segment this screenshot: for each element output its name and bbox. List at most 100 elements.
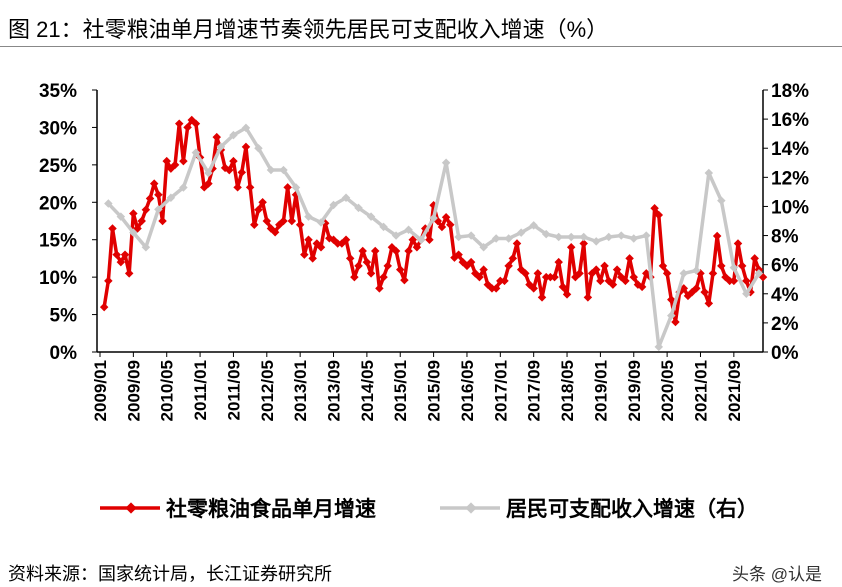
series-1-point: [362, 257, 372, 267]
series-1-point: [295, 220, 305, 229]
series-1-point: [550, 272, 559, 282]
right-tick-label: 10%: [771, 197, 809, 218]
series-1-point: [562, 290, 572, 299]
series-1-point: [704, 299, 714, 308]
series-1-point: [466, 257, 476, 267]
series-2-point: [104, 199, 113, 208]
series-1-point: [191, 119, 201, 128]
series-1-point: [712, 231, 722, 241]
left-tick-label: 5%: [50, 306, 78, 327]
series-2-point: [254, 143, 263, 153]
series-1-point: [383, 261, 392, 271]
series-2-point: [241, 123, 251, 133]
x-tick-label: 2010/05: [158, 360, 177, 421]
series-2-point: [229, 130, 238, 140]
series-1-point: [154, 190, 163, 200]
left-tick-label: 30%: [39, 118, 77, 139]
series-1-point: [170, 160, 180, 170]
series-1-point: [254, 205, 263, 215]
series-1-point: [475, 272, 484, 282]
x-tick-label: 2013/01: [291, 360, 310, 421]
series-2-point: [354, 203, 363, 213]
series-1-point: [241, 142, 251, 152]
x-tick-label: 2011/09: [224, 360, 243, 421]
series-1-point: [491, 284, 501, 293]
chart-svg: 0% 5% 10% 15% 20% 25% 30% 35% 0% 2% 4% 6% 8% 10% 12% 14…: [39, 81, 809, 521]
series-1-point: [508, 254, 518, 263]
series-2-point: [679, 269, 689, 278]
series-2-point: [479, 242, 488, 252]
legend-swatch-marker: [125, 502, 137, 514]
series-1-point: [400, 275, 409, 285]
right-tick-label: 2%: [771, 314, 799, 335]
watermark: 头条 @认是: [732, 565, 822, 584]
series-2-point: [604, 232, 613, 242]
series-2-point: [454, 232, 463, 242]
x-tick-label: 2017/09: [525, 360, 544, 421]
series-1-point: [229, 156, 238, 166]
series-1-point: [504, 261, 513, 271]
series-1-point: [129, 209, 138, 218]
x-tick-label: 2009/01: [91, 360, 110, 421]
series-1-point: [124, 269, 134, 278]
left-tick-label: 25%: [39, 156, 77, 177]
series-2-point: [466, 231, 476, 240]
series-1-point: [233, 183, 242, 192]
series-1-point: [287, 216, 297, 226]
series-1-point: [245, 183, 255, 192]
series-2-point: [279, 165, 288, 175]
right-tick-label: 16%: [771, 110, 809, 131]
series-1-point: [625, 254, 634, 263]
series-1-point: [345, 254, 355, 263]
series-1-point: [441, 213, 451, 222]
series-2-point: [404, 225, 413, 234]
series-2-point: [491, 234, 501, 243]
series-1-point: [262, 216, 272, 226]
series-1-point: [366, 269, 376, 278]
series-1-point: [395, 265, 405, 274]
legend-label: 社零粮油食品单月增速: [165, 497, 376, 521]
series-2-point: [391, 231, 401, 240]
series-1-point: [179, 156, 188, 166]
series-1-point: [512, 239, 522, 248]
series-2-point: [204, 168, 213, 178]
series-1-point: [379, 272, 388, 282]
series-1-point: [137, 216, 146, 226]
x-tick-label: 2021/09: [725, 360, 744, 421]
series-2-point: [304, 212, 313, 221]
series-2-point: [329, 200, 338, 210]
x-tick-label: 2020/05: [658, 360, 677, 421]
series-1-point: [583, 293, 593, 302]
right-tick-label: 4%: [771, 285, 799, 306]
series-2-point: [316, 218, 326, 227]
series-1-point: [237, 168, 247, 177]
series-1-point: [733, 239, 743, 248]
series-2-point: [291, 183, 301, 192]
series-1-point: [225, 165, 234, 175]
series-1-point: [108, 224, 117, 233]
series-1-point: [183, 123, 192, 132]
series-1-point: [316, 242, 326, 252]
series-1-point: [529, 284, 538, 293]
x-tick-label: 2015/09: [425, 360, 444, 421]
x-tick-label: 2011/01: [191, 360, 210, 421]
series-1-point: [521, 269, 530, 278]
series-2-point: [654, 342, 664, 352]
series-1-point: [308, 254, 317, 263]
series-1-point: [537, 293, 547, 302]
series-1-point: [717, 261, 726, 271]
legend-swatch-marker: [465, 502, 477, 514]
series-1-point: [204, 179, 213, 188]
left-tick-label: 15%: [39, 231, 77, 252]
series-2-point: [154, 205, 163, 214]
series-1-point: [408, 235, 417, 244]
series-1-point: [370, 246, 380, 256]
series-1-point: [658, 261, 668, 271]
series-1-point: [149, 179, 159, 188]
legend-label: 居民可支配收入增速（右）: [506, 497, 758, 521]
series-1-point: [300, 250, 309, 259]
series-2-point: [629, 234, 639, 243]
series-2-point: [129, 228, 138, 237]
x-tick-label: 2009/09: [124, 360, 143, 421]
series-2-point: [754, 269, 764, 278]
